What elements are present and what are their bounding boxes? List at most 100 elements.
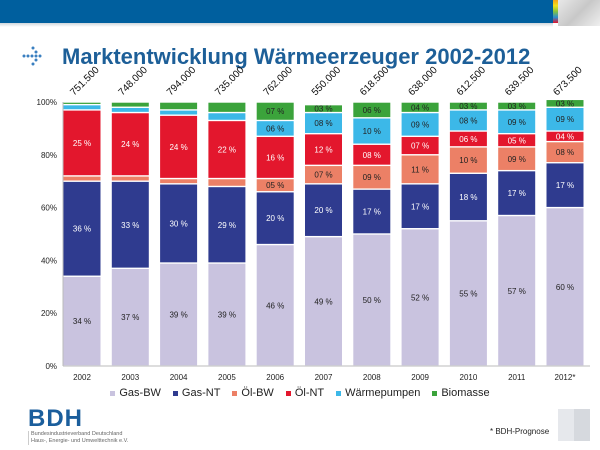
x-tick-label: 2004 bbox=[170, 373, 188, 382]
bar-segment-gas-nt bbox=[256, 192, 294, 244]
bar-segment-öl-bw bbox=[546, 142, 584, 163]
bar-segment-wärmepumpen bbox=[401, 113, 439, 136]
bar-segment-gas-nt bbox=[63, 181, 101, 276]
bar-segment-öl-bw bbox=[401, 155, 439, 184]
data-label: 17 % bbox=[363, 208, 381, 217]
bar-segment-öl-nt bbox=[160, 115, 198, 178]
data-label: 22 % bbox=[218, 146, 236, 155]
data-label: 17 % bbox=[556, 181, 574, 190]
bar-segment-gas-bw bbox=[63, 276, 101, 366]
data-label: 03 % bbox=[459, 102, 477, 111]
header-bar bbox=[0, 0, 553, 23]
bar-segment-gas-bw bbox=[353, 234, 391, 366]
data-label: 20 % bbox=[314, 206, 332, 215]
data-label: 09 % bbox=[508, 118, 526, 127]
bar-segment-biomasse bbox=[111, 102, 149, 107]
data-label: 18 % bbox=[459, 193, 477, 202]
bar-segment-öl-bw bbox=[208, 179, 246, 186]
data-label: 06 % bbox=[459, 135, 477, 144]
chart-legend: Gas-BW Gas-NT Öl-BW Öl-NT Wärmepumpen Biomass… bbox=[0, 387, 600, 399]
total-label: 762.000 bbox=[262, 64, 296, 98]
data-label: 24 % bbox=[169, 143, 187, 152]
x-tick-label: 2010 bbox=[460, 373, 478, 382]
bar-segment-öl-bw bbox=[305, 166, 342, 184]
legend-label: Öl-NT bbox=[294, 387, 325, 399]
logo-sub-2: Haus-, Energie- und Umwelttechnik e.V. bbox=[28, 438, 128, 445]
data-label: 03 % bbox=[508, 102, 526, 111]
data-label: 09 % bbox=[556, 115, 574, 124]
data-label: 25 % bbox=[73, 139, 91, 148]
legend-label: Gas-BW bbox=[119, 387, 161, 399]
y-tick-label: 60% bbox=[41, 204, 57, 213]
legend-swatch bbox=[110, 390, 116, 396]
y-tick-label: 20% bbox=[41, 309, 57, 318]
slide-title: Marktentwicklung Wärmeerzeuger 2002-2012 bbox=[62, 44, 531, 69]
bar-segment-öl-nt bbox=[498, 134, 536, 147]
data-label: 36 % bbox=[73, 225, 91, 234]
data-label: 49 % bbox=[314, 297, 332, 306]
bar-segment-öl-nt bbox=[546, 131, 584, 141]
bar-segment-gas-nt bbox=[353, 189, 391, 234]
data-label: 60 % bbox=[556, 283, 574, 292]
bar-segment-öl-nt bbox=[208, 121, 246, 178]
corner-squares-decoration bbox=[558, 409, 590, 441]
legend-item: Biomasse bbox=[432, 387, 490, 399]
data-label: 08 % bbox=[556, 148, 574, 157]
legend-label: Wärmepumpen bbox=[345, 387, 421, 399]
bar-segment-biomasse bbox=[498, 102, 536, 110]
bar-segment-öl-bw bbox=[449, 147, 487, 173]
bar-segment-gas-bw bbox=[256, 245, 294, 366]
data-label: 10 % bbox=[459, 156, 477, 165]
legend-swatch bbox=[285, 390, 291, 396]
y-tick-label: 40% bbox=[41, 256, 57, 265]
data-label: 06 % bbox=[266, 124, 284, 133]
legend-item: Öl-BW bbox=[232, 387, 274, 399]
bar-segment-gas-bw bbox=[111, 269, 149, 366]
bar-segment-biomasse bbox=[546, 100, 584, 107]
bar-segment-wärmepumpen bbox=[449, 110, 487, 131]
bar-segment-wärmepumpen bbox=[208, 113, 246, 120]
data-label: 08 % bbox=[314, 119, 332, 128]
bar-segment-öl-nt bbox=[305, 134, 342, 165]
data-label: 57 % bbox=[508, 287, 526, 296]
bar-segment-wärmepumpen bbox=[353, 118, 391, 144]
legend-label: Öl-BW bbox=[241, 387, 274, 399]
data-label: 12 % bbox=[314, 146, 332, 155]
bar-segment-öl-nt bbox=[401, 137, 439, 155]
legend-label: Gas-NT bbox=[181, 387, 221, 399]
total-label: 638.000 bbox=[406, 64, 440, 98]
total-label: 751.500 bbox=[68, 64, 102, 98]
data-label: 09 % bbox=[363, 173, 381, 182]
bar-segment-öl-bw bbox=[63, 176, 101, 181]
total-label: 673.500 bbox=[551, 64, 585, 98]
bar-segment-öl-bw bbox=[353, 166, 391, 189]
total-label: 618.500 bbox=[358, 64, 392, 98]
data-label: 16 % bbox=[266, 153, 284, 162]
bar-segment-biomasse bbox=[305, 105, 342, 112]
data-label: 03 % bbox=[314, 105, 332, 114]
logo-name: BDH bbox=[28, 405, 83, 432]
bar-segment-biomasse bbox=[256, 102, 294, 120]
bar-segment-gas-bw bbox=[449, 221, 487, 366]
x-tick-label: 2006 bbox=[266, 373, 284, 382]
bar-segment-biomasse bbox=[449, 102, 487, 110]
bar-segment-öl-nt bbox=[353, 144, 391, 165]
legend-swatch bbox=[172, 390, 178, 396]
data-label: 06 % bbox=[363, 106, 381, 115]
bar-segment-biomasse bbox=[160, 102, 198, 110]
bar-segment-gas-nt bbox=[208, 187, 246, 263]
data-label: 11 % bbox=[411, 165, 429, 174]
legend-item: Öl-NT bbox=[285, 387, 325, 399]
total-label: 612.500 bbox=[455, 64, 489, 98]
data-label: 50 % bbox=[363, 296, 381, 305]
data-label: 08 % bbox=[363, 151, 381, 160]
bar-segment-gas-nt bbox=[111, 181, 149, 268]
data-label: 30 % bbox=[169, 219, 187, 228]
data-label: 03 % bbox=[556, 99, 574, 108]
bar-segment-öl-bw bbox=[498, 147, 536, 170]
x-tick-label: 2002 bbox=[73, 373, 91, 382]
logo-sub-1: Bundesindustrieverband Deutschland bbox=[28, 431, 128, 438]
bar-segment-wärmepumpen bbox=[256, 121, 294, 136]
bar-segment-biomasse bbox=[208, 102, 246, 112]
footnote: * BDH-Prognose bbox=[490, 427, 550, 436]
